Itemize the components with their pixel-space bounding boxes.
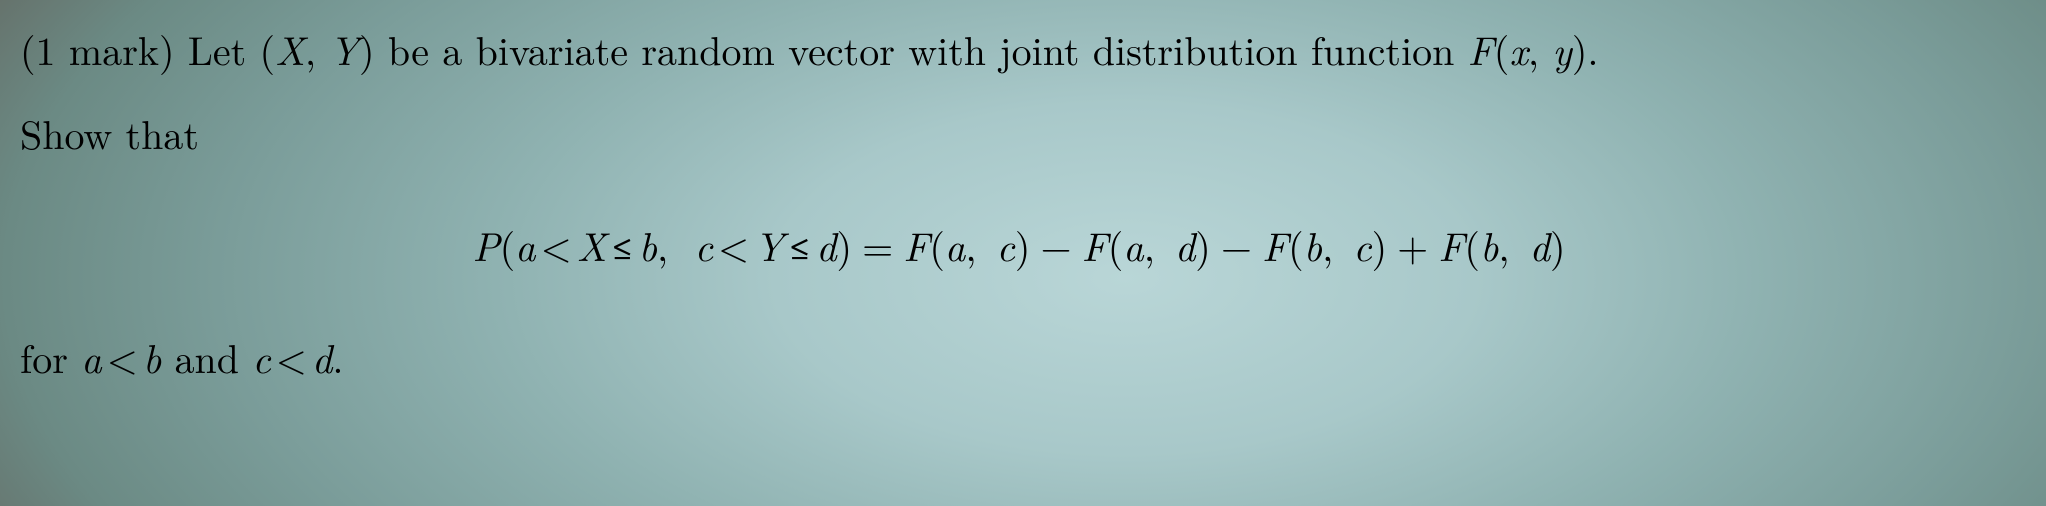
lead-in: Let xyxy=(188,20,246,77)
cond2-d: d xyxy=(312,328,332,385)
eq-le2: ≤ xyxy=(784,216,816,273)
eq-plus: + xyxy=(1387,216,1438,273)
eq-Y: Y xyxy=(754,216,784,273)
eq-lt2: < xyxy=(713,216,754,273)
eq-lparen: ( xyxy=(500,216,516,273)
eq-c: c xyxy=(695,216,713,273)
eq-minus1: − xyxy=(1030,216,1081,273)
cond2: c<d xyxy=(252,328,332,385)
eq-le1: ≤ xyxy=(606,216,638,273)
and-text: and xyxy=(175,328,239,385)
eq-F2: F xyxy=(1082,216,1108,273)
eq-a: a xyxy=(515,216,535,273)
eq-t1: (a, c) xyxy=(929,216,1030,273)
cond1-lt: < xyxy=(102,328,143,385)
eq-t3: (b, c) xyxy=(1288,216,1387,273)
eq-d: d xyxy=(816,216,836,273)
for-text: for xyxy=(20,328,68,385)
period: . xyxy=(1587,20,1598,77)
cond2-c: c xyxy=(252,328,270,385)
equation: P(a<X≤b, c<Y≤d)=F(a, c)−F(a, d)−F(b, c)+… xyxy=(20,218,2018,272)
show-that-line: Show that xyxy=(20,106,2018,160)
eq-minus2: − xyxy=(1211,216,1262,273)
cond1: a<b xyxy=(81,328,161,385)
marks-label: (1 mark) xyxy=(20,20,175,77)
eq-F1: F xyxy=(903,216,929,273)
eq-rparen: ) xyxy=(837,216,853,273)
show-that-text: Show that xyxy=(20,104,199,161)
condition-line: for a<b and c<d. xyxy=(20,330,2018,384)
cond1-a: a xyxy=(81,328,101,385)
problem-statement: (1 mark) Let (X, Y) be a bivariate rando… xyxy=(0,0,2046,436)
eq-sep: , xyxy=(657,216,674,273)
eq-F3: F xyxy=(1262,216,1288,273)
eq-P: P xyxy=(472,216,499,273)
cond2-lt: < xyxy=(271,328,312,385)
be-text: be a bivariate random vector with joint … xyxy=(388,20,1454,77)
eq-t4: (b, d) xyxy=(1464,216,1565,273)
eq-b: b xyxy=(639,216,657,273)
cond1-b: b xyxy=(143,328,161,385)
intro-line: (1 mark) Let (X, Y) be a bivariate rando… xyxy=(20,22,2018,76)
eq-lt1: < xyxy=(536,216,577,273)
eq-t2: (a, d) xyxy=(1108,216,1211,273)
eq-X: X xyxy=(577,216,607,273)
final-period: . xyxy=(332,328,343,385)
dist-function: F(x, y) xyxy=(1468,20,1588,77)
eq-F4: F xyxy=(1438,216,1464,273)
random-vector: (X, Y) xyxy=(260,20,375,77)
eq-equals: = xyxy=(852,216,903,273)
